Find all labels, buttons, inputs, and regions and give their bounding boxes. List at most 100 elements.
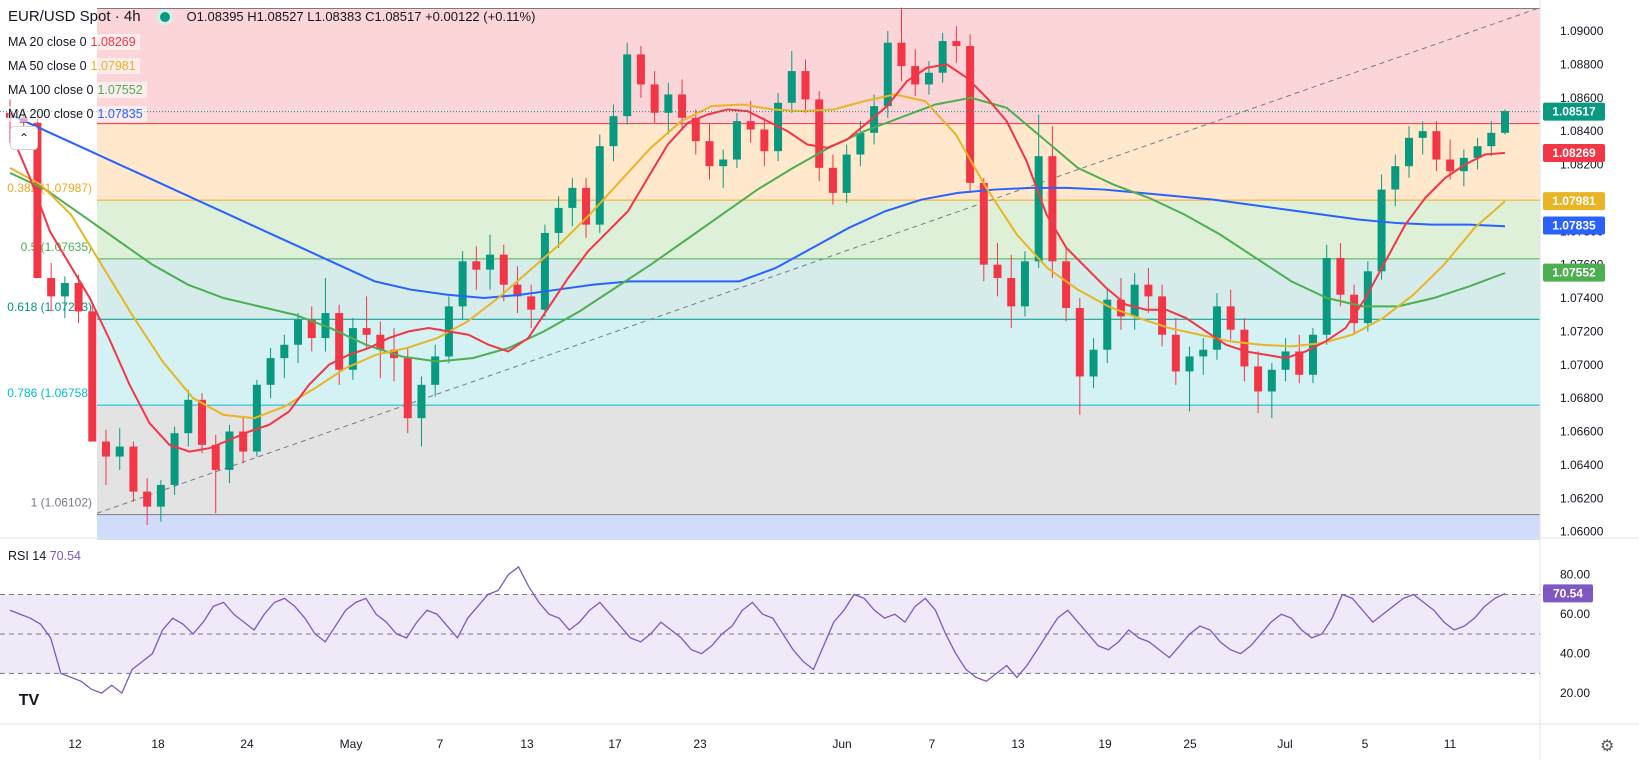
gear-icon[interactable]: ⚙ (1600, 738, 1615, 755)
x-tick-label: 18 (151, 737, 165, 751)
candle-body (1473, 146, 1482, 158)
y-tick-label: 1.06400 (1560, 458, 1604, 472)
fib-label: 0.786 (1.06758) (7, 386, 92, 400)
fib-zone (97, 258, 1540, 320)
candle-body (74, 283, 83, 312)
candle-body (1089, 349, 1098, 377)
ma50-legend[interactable]: MA 50 close 0 1.07981 (8, 58, 140, 74)
ma100-value: 1.07552 (97, 83, 143, 97)
x-tick-label: 17 (608, 737, 622, 751)
rsi-label: RSI 14 (8, 549, 47, 563)
candle-body (1103, 299, 1112, 350)
candle-body (540, 232, 549, 310)
candle-body (1020, 261, 1029, 307)
ma20-legend[interactable]: MA 20 close 0 1.08269 (8, 34, 140, 50)
candle-body (1308, 334, 1317, 375)
candle-body (1185, 356, 1194, 372)
rsi-line (9, 565, 1506, 695)
candle-body (883, 42, 892, 107)
candle-body (417, 384, 426, 419)
x-tick-label: 7 (437, 737, 444, 751)
candle-body (1034, 156, 1043, 262)
x-tick-label: Jul (1277, 737, 1292, 751)
candle-body (691, 117, 700, 142)
candle-body (1240, 329, 1249, 367)
candle-body (499, 254, 508, 285)
rsi-tick-label: 60.00 (1560, 607, 1590, 621)
ma20-value: 1.08269 (90, 35, 136, 49)
candle-body (1254, 366, 1263, 392)
candle-body (1350, 294, 1359, 324)
candle-body (1377, 189, 1386, 272)
candle-body (924, 72, 933, 85)
x-tick-label: May (340, 737, 363, 751)
candle-body (102, 441, 111, 457)
candle-body (966, 46, 975, 183)
candle-body (348, 328, 357, 370)
candle-body (198, 399, 207, 445)
ma50-tag-bg (1543, 192, 1605, 211)
candle-body (623, 54, 632, 117)
candle-body (1226, 306, 1235, 330)
candle-body (225, 431, 234, 470)
candle-body (664, 94, 673, 113)
candle-body (143, 491, 152, 507)
symbol-title[interactable]: EUR/USD Spot · 4h (8, 8, 141, 25)
y-tick-label: 1.08800 (1560, 57, 1604, 71)
rsi-tick-label: 80.00 (1560, 568, 1590, 582)
candle-body (1130, 284, 1139, 317)
y-tick-label: 1.06800 (1560, 391, 1604, 405)
rsi-legend[interactable]: RSI 14 70.54 (8, 549, 81, 563)
candle-body (1446, 159, 1455, 172)
candle-body (335, 313, 344, 370)
last-price-tag: 1.08517 (1552, 105, 1596, 119)
y-tick-label: 1.09000 (1560, 24, 1604, 38)
x-tick-label: 13 (520, 737, 534, 751)
ma100-line (9, 96, 1506, 363)
candle-body (636, 54, 645, 85)
ma100-tag: 1.07552 (1552, 266, 1596, 280)
candle-body (1295, 351, 1304, 375)
ma200-tag: 1.07835 (1552, 218, 1596, 232)
x-tick-label: 19 (1098, 737, 1112, 751)
candle-body (1501, 111, 1509, 133)
y-tick-label: 1.07000 (1560, 358, 1604, 372)
candle-body (1267, 369, 1276, 392)
candle-body (554, 207, 563, 233)
candle-body (88, 311, 97, 442)
fib-zone (97, 200, 1540, 259)
candle-body (801, 71, 810, 100)
tradingview-logo-icon[interactable]: TV (14, 690, 44, 712)
candle-body (650, 84, 659, 113)
y-tick-label: 1.06600 (1560, 425, 1604, 439)
candle-body (1418, 131, 1427, 138)
y-tick-label: 1.08600 (1560, 91, 1604, 105)
candle-body (1336, 257, 1345, 295)
candle-body (472, 261, 481, 270)
fib-label: 0.618 (1.07273) (7, 300, 92, 314)
fib-zone-bottom (97, 514, 1540, 540)
candle-body (184, 399, 193, 434)
candle-body (239, 431, 248, 452)
x-tick-label: 12 (68, 737, 82, 751)
trend-line (96, 7, 1541, 514)
candle-body (938, 41, 947, 73)
x-tick-label: 5 (1362, 737, 1369, 751)
fib-label: 1 (1.06102) (31, 496, 92, 510)
ma20-tag: 1.08269 (1552, 146, 1596, 160)
candle-body (1199, 349, 1208, 357)
candle-body (1062, 261, 1071, 309)
candle-body (1048, 156, 1057, 262)
candle-body (760, 129, 769, 152)
ma100-legend[interactable]: MA 100 close 0 1.07552 (8, 82, 147, 98)
candle-body (60, 283, 69, 297)
ma200-legend[interactable]: MA 200 close 0 1.07835 (8, 106, 147, 122)
candle-body (595, 146, 604, 225)
collapse-legend-button[interactable]: ⌃ (10, 126, 38, 150)
ma100-label: MA 100 close 0 (8, 83, 94, 97)
candle-body (1391, 166, 1400, 190)
rsi-tag-bg (1543, 584, 1593, 603)
ma20-line (9, 63, 1506, 453)
candle-body (1487, 132, 1496, 147)
candle-body (952, 41, 961, 47)
